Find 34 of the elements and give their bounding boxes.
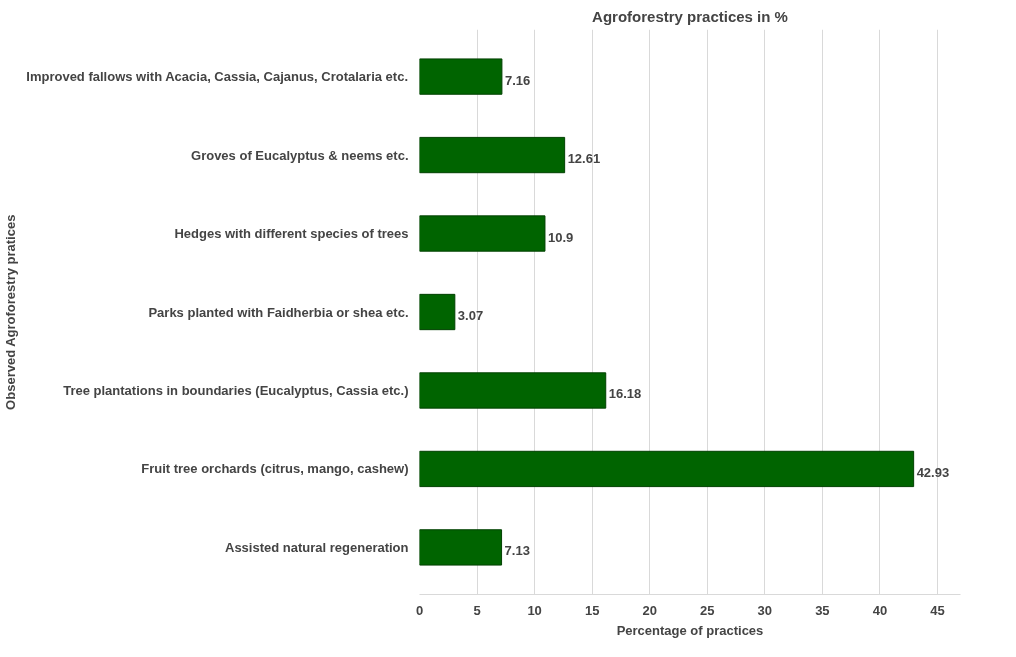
y-tick-label: Improved fallows with Acacia, Cassia, Cajanus, Crotalaria etc. [26,69,409,85]
x-tick-label: 20 [642,602,657,618]
x-tick-label: 45 [930,602,945,618]
y-tick-label: Parks planted with Faidherbia or shea etc. [148,304,409,320]
x-tick-label: 35 [815,602,830,618]
x-axis-title: Percentage of practices [616,622,764,638]
bar [419,529,503,566]
x-tick-label: 30 [757,602,773,618]
y-tick-label: Hedges with different species of trees [174,226,409,242]
x-tick-label: 5 [473,602,481,618]
data-label: 7.13 [504,543,530,559]
data-label: 3.07 [457,308,484,323]
y-tick-label: Groves of Eucalyptus & neems etc. [191,147,409,163]
bar [419,136,566,174]
x-tick-label: 40 [872,602,888,618]
y-axis-title: Observed Agroforestry pratices [3,214,19,410]
bar [419,58,503,95]
x-tick-label: 10 [527,602,542,618]
x-tick-label: 0 [415,602,424,618]
bar [419,372,607,409]
x-tick-label: 25 [700,602,715,618]
chart-title: Agroforestry practices in % [592,7,788,25]
x-tick-label: 15 [584,602,600,618]
bar [419,215,546,252]
data-label: 12.61 [567,151,601,167]
y-tick-label: Assisted natural regeneration [225,539,409,555]
data-label: 16.18 [608,386,642,402]
data-label: 10.9 [547,229,574,245]
y-tick-label: Tree plantations in boundaries (Eucalyptus, Cassia etc.) [63,382,409,398]
y-tick-label: Fruit tree orchards (citrus, mango, cashew) [141,461,409,477]
data-label: 7.16 [504,72,531,88]
data-label: 42.93 [916,464,950,480]
bar [419,293,456,331]
bar [419,450,915,488]
